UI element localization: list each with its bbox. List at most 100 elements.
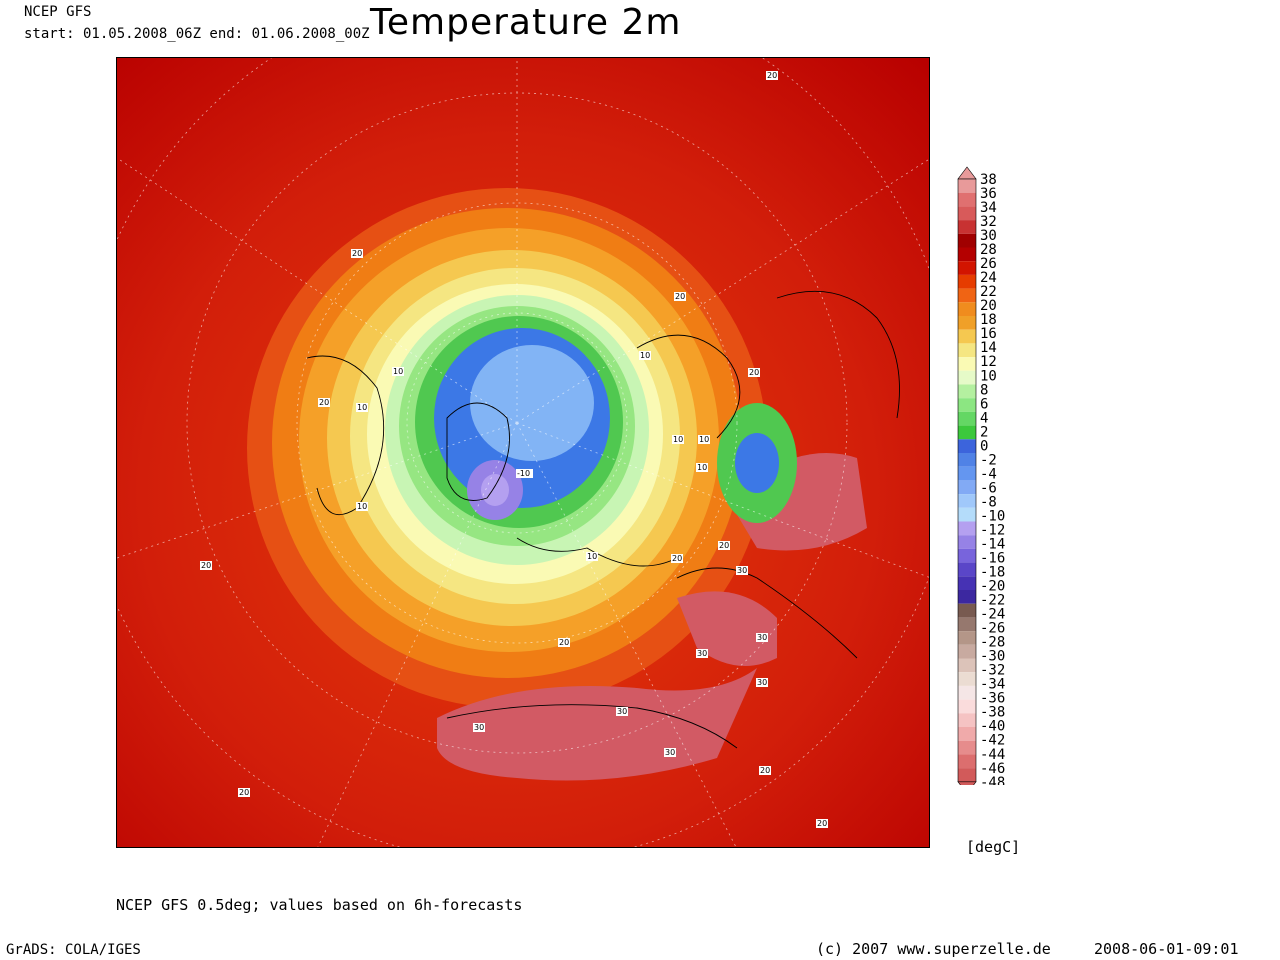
contour-label-bg (736, 566, 748, 575)
contour-label-bg (200, 561, 212, 570)
contour-label: 30 (737, 566, 747, 575)
contour-label-bg (586, 552, 598, 561)
contour-label: 30 (757, 633, 767, 642)
contour-labels: 2020202020202020202020202010101010101010… (200, 71, 828, 828)
colorbar-cell (958, 192, 976, 207)
colorbar-tick-label: 12 (980, 354, 997, 370)
contour-label: 10 (357, 502, 367, 511)
contour-label-bg (473, 723, 485, 732)
colorbar-cell (958, 740, 976, 755)
colorbar-tick-label: 34 (980, 200, 997, 216)
contour-label: 20 (767, 71, 777, 80)
contour-label-bg (616, 707, 628, 716)
colorbar-arrow-bottom (957, 781, 977, 785)
colorbar-cell (958, 206, 976, 221)
colorbar-tick-label: 2 (980, 424, 988, 440)
colorbar-cell (958, 398, 976, 412)
contour-label: 20 (817, 819, 827, 828)
colorbar-cell (958, 261, 976, 275)
colorbar-tick-label: 32 (980, 214, 997, 230)
contour-label: 20 (239, 788, 249, 797)
colorbar-cell (958, 658, 976, 673)
colorbar-tick-label: -26 (980, 621, 1005, 637)
colorbar-tick-label: 10 (980, 368, 997, 384)
colorbar-cell (958, 343, 976, 358)
colorbar-cell (958, 480, 976, 495)
colorbar-tick-label: 24 (980, 270, 997, 286)
contour-label: 30 (474, 723, 484, 732)
contour-label: 20 (352, 249, 362, 258)
colorbar-cell (958, 644, 976, 659)
colorbar-tick-label: -42 (980, 733, 1005, 749)
colorbar-tick-label: 28 (980, 242, 997, 258)
colorbar-cell (958, 699, 976, 714)
colorbar-tick-label: 30 (980, 228, 997, 244)
colorbar-cell (958, 439, 976, 453)
colorbar-cell (958, 535, 976, 549)
colorbar-cell (958, 603, 976, 618)
colorbar-cell (958, 247, 976, 262)
software-credit: GrADS: COLA/IGES (6, 942, 141, 958)
colorbar-cell (958, 357, 976, 371)
contour-label: 20 (675, 292, 685, 301)
contour-label: 20 (201, 561, 211, 570)
colorbar-tick-label: -12 (980, 522, 1005, 538)
contour-label: 20 (559, 638, 569, 647)
colorbar-tick-label: 20 (980, 298, 997, 314)
colorbar-cell (958, 466, 976, 481)
colorbar-tick-label: -48 (980, 775, 1005, 785)
map-canvas: 2020202020202020202020202010101010101010… (117, 58, 929, 847)
contour-label: 30 (697, 649, 707, 658)
colorbar-cell (958, 617, 976, 632)
colorbar-tick-label: -34 (980, 677, 1005, 693)
colorbar-cell (958, 220, 976, 234)
contour-label-bg (816, 819, 828, 828)
contour-label: 20 (760, 766, 770, 775)
contour-label: 20 (319, 398, 329, 407)
contour-label: 30 (665, 748, 675, 757)
contour-label: 20 (672, 554, 682, 563)
colorbar-tick-label: 16 (980, 326, 997, 342)
contour-label-bg (356, 403, 368, 412)
colorbar-tick-label: -46 (980, 761, 1005, 777)
colorbar-cell (958, 548, 976, 563)
contour-label: 10 (587, 552, 597, 561)
copyright-credit: (c) 2007 www.superzelle.de (816, 940, 1051, 958)
colorbar-cell (958, 521, 976, 536)
coastlines (306, 290, 900, 749)
colorbar-tick-label: -4 (980, 466, 997, 482)
cool-highlands (717, 403, 797, 523)
contour-label-bg (558, 638, 570, 647)
contour-label-bg (674, 292, 686, 301)
contour-label-bg (639, 351, 651, 360)
contour-label-bg (759, 766, 771, 775)
contour-label-bg (696, 463, 708, 472)
colorbar-tick-label: -10 (980, 508, 1005, 524)
contour-label: 30 (757, 678, 767, 687)
map-title: Temperature 2m (370, 2, 682, 43)
colorbar-tick-label: -24 (980, 607, 1005, 623)
colorbar-tick-label: -38 (980, 705, 1005, 721)
contour-label: 10 (393, 367, 403, 376)
colorbar-tick-label: -22 (980, 593, 1005, 609)
temperature-bands (247, 188, 767, 708)
contour-label-bg (238, 788, 250, 797)
colorbar-tick-label: 36 (980, 186, 997, 202)
contour-label: 10 (699, 435, 709, 444)
model-name: NCEP GFS (24, 4, 92, 20)
contour-label-bg (696, 649, 708, 658)
contour-label-bg (756, 633, 768, 642)
colorbar-tick-label: -30 (980, 649, 1005, 665)
colorbar-cell (958, 288, 976, 303)
contour-label-bg (516, 469, 533, 478)
colorbar-tick-label: -44 (980, 747, 1005, 763)
colorbar-tick-label: -18 (980, 565, 1005, 581)
contour-label: -10 (517, 469, 530, 478)
colorbar-tick-label: -40 (980, 719, 1005, 735)
contour-label-bg (392, 367, 404, 376)
colorbar-cell (958, 329, 976, 344)
contour-label: 10 (697, 463, 707, 472)
colorbar-cell (958, 754, 976, 769)
forecast-period: start: 01.05.2008_06Z end: 01.06.2008_00… (24, 26, 370, 42)
colorbar-tick-label: 6 (980, 396, 988, 412)
